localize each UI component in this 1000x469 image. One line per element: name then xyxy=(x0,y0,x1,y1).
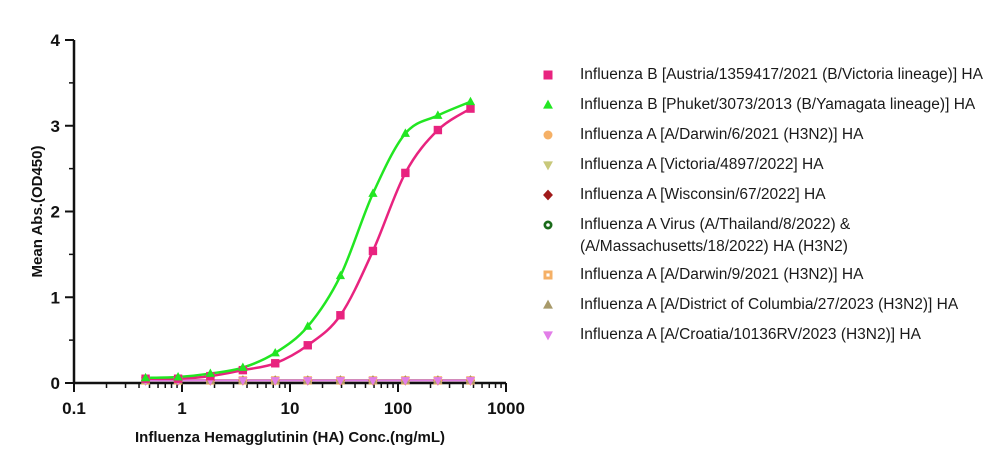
legend-label: Influenza A [A/Croatia/10136RV/2023 (H3N… xyxy=(580,326,921,343)
legend-label: Influenza A [A/Darwin/6/2021 (H3N2)] HA xyxy=(580,126,864,143)
data-point-influenza-b-phuket-3073-2013-b-yamagata- xyxy=(465,96,476,106)
x-tick-label: 0.1 xyxy=(62,399,86,418)
legend-marker xyxy=(543,299,553,309)
series-line-influenza-b-phuket-3073-2013-b-yamagata- xyxy=(145,100,471,380)
legend-item: Influenza A [Wisconsin/67/2022] HA xyxy=(536,184,996,208)
legend-marker-influenza-a-a-croatia-10136rv-2023-h3n2- xyxy=(543,331,553,341)
legend-item: Influenza A [Victoria/4897/2022] HA xyxy=(536,154,996,178)
legend-marker xyxy=(543,99,553,109)
data-point-influenza-a-a-croatia-10136rv-2023-h3n2- xyxy=(368,377,378,386)
data-point-influenza-b-austria-1359417-2021-b-victo xyxy=(466,104,475,113)
data-point-influenza-b-phuket-3073-2013-b-yamagata- xyxy=(238,362,248,371)
data-point-influenza-a-a-croatia-10136rv-2023-h3n2- xyxy=(433,377,443,386)
y-tick-label: 4 xyxy=(51,31,61,50)
legend-item: Influenza B [Phuket/3073/2013 (B/Yamagat… xyxy=(536,94,996,118)
data-point-influenza-b-austria-1359417-2021-b-victo xyxy=(336,311,345,320)
series-line-influenza-b-austria-1359417-2021-b-victo xyxy=(145,107,472,381)
legend-marker-influenza-b-phuket-3073-2013-b-yamagata- xyxy=(543,99,553,109)
legend-marker-influenza-b-austria-1359417-2021-b-victo xyxy=(543,70,553,80)
legend-item: Influenza A [A/Croatia/10136RV/2023 (H3N… xyxy=(536,324,996,348)
data-point-influenza-b-austria-1359417-2021-b-victo xyxy=(271,359,280,368)
data-point-influenza-a-a-croatia-10136rv-2023-h3n2- xyxy=(303,377,313,386)
data-point-influenza-a-a-croatia-10136rv-2023-h3n2- xyxy=(465,377,476,386)
y-tick-label: 1 xyxy=(51,288,60,307)
data-point-influenza-b-phuket-3073-2013-b-yamagata- xyxy=(140,372,151,382)
data-point-influenza-b-phuket-3073-2013-b-yamagata- xyxy=(173,371,183,381)
legend-marker-influenza-a-a-district-of-columbia-27-20 xyxy=(543,299,553,309)
legend-marker xyxy=(543,220,553,230)
legend-marker xyxy=(543,331,553,341)
fit-curves xyxy=(145,100,472,382)
axes: 0.1 1 10 100 1000 0 1 2 3 4 xyxy=(51,31,525,418)
data-point-influenza-b-phuket-3073-2013-b-yamagata- xyxy=(205,368,215,377)
legend-item: Influenza A [A/District of Columbia/27/2… xyxy=(536,294,996,318)
legend-marker xyxy=(543,270,553,280)
legend-marker xyxy=(543,130,553,140)
y-tick-label: 0 xyxy=(51,374,60,393)
x-tick-label: 10 xyxy=(281,399,300,418)
legend-marker-influenza-a-wisconsin-67-2022-ha xyxy=(543,189,553,201)
legend-label: Influenza B [Austria/1359417/2021 (B/Vic… xyxy=(580,66,983,83)
x-tick-label: 1000 xyxy=(487,399,525,418)
x-tick-label: 100 xyxy=(384,399,412,418)
legend-marker xyxy=(543,161,553,171)
y-tick-label: 2 xyxy=(51,203,60,222)
legend-item: Influenza A Virus (A/Thailand/8/2022) & … xyxy=(536,214,996,258)
data-point-influenza-b-phuket-3073-2013-b-yamagata- xyxy=(433,110,443,119)
data-point-influenza-b-austria-1359417-2021-b-victo xyxy=(368,246,378,256)
x-tick-label: 1 xyxy=(177,399,186,418)
data-point-influenza-a-a-croatia-10136rv-2023-h3n2- xyxy=(335,377,346,386)
y-axis-label: Mean Abs.(OD450) xyxy=(29,146,46,278)
data-point-influenza-b-phuket-3073-2013-b-yamagata- xyxy=(335,270,346,280)
data-point-influenza-a-a-croatia-10136rv-2023-h3n2- xyxy=(400,377,410,386)
x-axis-label: Influenza Hemagglutinin (HA) Conc.(ng/mL… xyxy=(135,429,445,446)
legend: Influenza B [Austria/1359417/2021 (B/Vic… xyxy=(536,64,996,354)
data-point-influenza-b-phuket-3073-2013-b-yamagata- xyxy=(303,321,313,330)
legend-marker-influenza-a-a-darwin-9-2021-h3n2-ha xyxy=(543,270,553,280)
data-point-influenza-b-phuket-3073-2013-b-yamagata- xyxy=(400,128,410,137)
legend-label: Influenza A [Victoria/4897/2022] HA xyxy=(580,156,824,173)
data-point-influenza-b-austria-1359417-2021-b-victo xyxy=(433,125,443,135)
legend-marker-influenza-a-virus-a-thailand-8-2022-a-ma xyxy=(543,220,553,230)
legend-marker-influenza-a-a-darwin-6-2021-h3n2-ha xyxy=(543,130,553,140)
legend-label: Influenza A [A/Darwin/9/2021 (H3N2)] HA xyxy=(580,266,864,283)
data-point-influenza-b-austria-1359417-2021-b-victo xyxy=(401,168,410,178)
data-point-influenza-a-a-croatia-10136rv-2023-h3n2- xyxy=(270,377,280,386)
legend-item: Influenza B [Austria/1359417/2021 (B/Vic… xyxy=(536,64,996,88)
y-tick-label: 3 xyxy=(51,117,60,136)
data-point-influenza-b-austria-1359417-2021-b-victo xyxy=(303,341,312,350)
legend-label: Influenza A Virus (A/Thailand/8/2022) & … xyxy=(580,216,851,255)
legend-item: Influenza A [A/Darwin/9/2021 (H3N2)] HA xyxy=(536,264,996,288)
legend-marker-influenza-a-victoria-4897-2022-ha xyxy=(543,161,553,171)
data-point-influenza-b-phuket-3073-2013-b-yamagata- xyxy=(270,347,280,357)
legend-label: Influenza B [Phuket/3073/2013 (B/Yamagat… xyxy=(580,96,976,113)
data-point-influenza-a-a-croatia-10136rv-2023-h3n2- xyxy=(238,377,248,386)
data-points xyxy=(140,96,476,386)
legend-item: Influenza A [A/Darwin/6/2021 (H3N2)] HA xyxy=(536,124,996,148)
legend-marker xyxy=(543,189,553,201)
legend-marker xyxy=(543,70,553,80)
data-point-influenza-b-phuket-3073-2013-b-yamagata- xyxy=(368,188,378,197)
legend-label: Influenza A [Wisconsin/67/2022] HA xyxy=(580,186,826,203)
legend-label: Influenza A [A/District of Columbia/27/2… xyxy=(580,296,959,313)
